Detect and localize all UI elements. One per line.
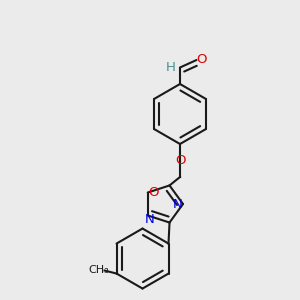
Text: O: O	[197, 52, 207, 66]
Text: O: O	[148, 186, 158, 199]
Text: O: O	[175, 154, 185, 167]
Text: N: N	[173, 197, 182, 211]
Text: H: H	[166, 61, 176, 74]
Text: N: N	[144, 213, 154, 226]
Text: CH₃: CH₃	[89, 265, 110, 275]
